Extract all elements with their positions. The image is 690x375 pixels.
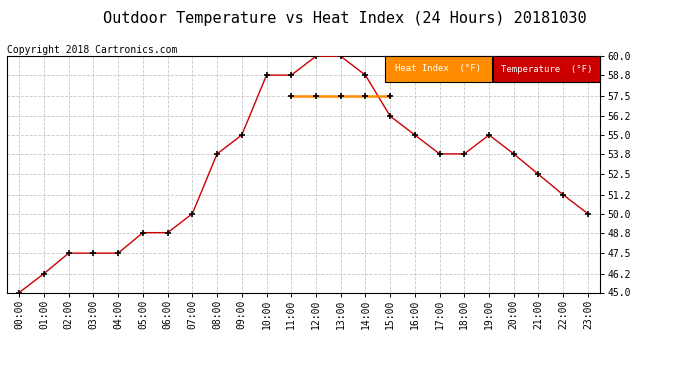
Text: Heat Index  (°F): Heat Index (°F) [395,64,482,74]
Text: Copyright 2018 Cartronics.com: Copyright 2018 Cartronics.com [7,45,177,55]
Text: Outdoor Temperature vs Heat Index (24 Hours) 20181030: Outdoor Temperature vs Heat Index (24 Ho… [104,11,586,26]
Text: Temperature  (°F): Temperature (°F) [501,64,593,74]
